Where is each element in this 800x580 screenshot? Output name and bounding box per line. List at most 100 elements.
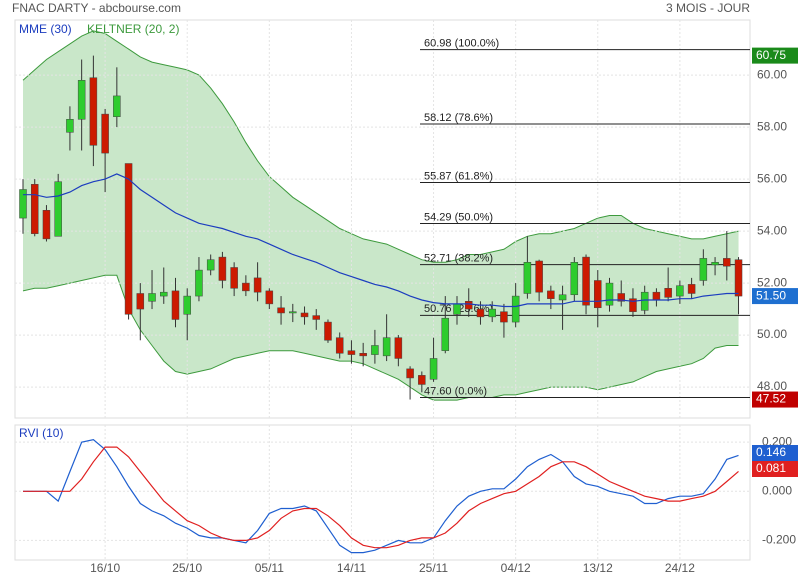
y-tick-label: 60.00: [757, 67, 787, 81]
candle-body: [394, 337, 403, 359]
price-label: 47.52: [756, 392, 786, 406]
fib-label: 60.98 (100.0%): [424, 38, 499, 50]
candle-body: [113, 95, 121, 117]
candle-body: [312, 315, 320, 320]
price-label: 51.50: [756, 288, 786, 302]
candle-body: [359, 353, 367, 357]
candle-body: [441, 317, 450, 351]
candle-body: [66, 119, 74, 133]
y-tick-label: 58.00: [757, 119, 787, 133]
y-tick-label: 56.00: [757, 171, 787, 185]
x-tick-label: 05/11: [255, 561, 284, 575]
y-tick-label: 50.00: [757, 327, 787, 341]
price-label-box: [752, 391, 798, 408]
candle-body: [89, 77, 98, 146]
y-tick-label: 54.00: [757, 223, 787, 237]
candle-body: [464, 301, 473, 310]
candle-body: [195, 269, 203, 297]
candle-body: [300, 312, 309, 318]
candle-body: [582, 256, 590, 306]
candle-body: [476, 308, 485, 318]
candle-body: [230, 267, 238, 289]
candle-body: [289, 311, 297, 314]
candle-body: [371, 345, 379, 355]
candle-body: [406, 368, 414, 379]
mme-line: [23, 173, 739, 308]
candle-body: [429, 358, 438, 380]
candle-body: [253, 277, 262, 293]
rvi-value-box: [752, 445, 798, 461]
y-tick-label: 0.000: [762, 483, 792, 497]
x-tick-label: 16/10: [90, 561, 120, 575]
x-tick-label: 25/11: [419, 561, 448, 575]
rvi-title: RVI (10): [19, 426, 63, 440]
candle-body: [500, 311, 508, 323]
candle-body: [124, 163, 133, 315]
y-tick-label: 52.00: [757, 275, 787, 289]
candle-body: [558, 294, 567, 301]
candle-body: [183, 295, 191, 315]
rvi-value-label: 0.081: [756, 461, 786, 475]
period: 3 MOIS - JOUR: [666, 1, 750, 15]
candle-body: [19, 189, 27, 219]
rvi-value-box: [752, 461, 798, 477]
candle-body: [570, 262, 579, 296]
candle-body: [687, 284, 696, 294]
fib-label: 47.60 (0.0%): [424, 385, 487, 397]
chart-title: FNAC DARTY - abcbourse.com: [12, 1, 181, 15]
price-panel: [14, 19, 751, 419]
price-label: 60.75: [756, 48, 786, 62]
candle-body: [511, 295, 520, 323]
rvi-line: [23, 446, 739, 549]
candle-body: [160, 291, 168, 297]
x-tick-label: 14/11: [337, 561, 366, 575]
candle-body: [617, 293, 625, 302]
candle-body: [101, 113, 109, 154]
candle-body: [265, 290, 274, 305]
candle-body: [30, 184, 39, 234]
candle-body: [453, 303, 461, 315]
rvi-value-label: 0.146: [756, 445, 786, 459]
y-tick-label: -0.200: [762, 533, 796, 547]
candle-body: [42, 210, 51, 240]
candle-body: [277, 307, 285, 314]
y-tick-label: 48.00: [757, 379, 787, 393]
candle-body: [652, 291, 661, 301]
candle-body: [148, 293, 156, 302]
price-label-box: [752, 47, 798, 64]
candle-body: [535, 260, 543, 293]
candle-body: [171, 290, 180, 320]
x-tick-label: 24/12: [665, 561, 695, 575]
candle-body: [324, 321, 332, 341]
price-label-box: [752, 288, 798, 305]
candle-body: [136, 293, 145, 310]
candle-body: [206, 259, 215, 271]
candle-body: [664, 288, 672, 298]
legend-keltner: KELTNER (20, 2): [87, 22, 179, 36]
candle-body: [382, 337, 391, 357]
candle-body: [605, 282, 614, 306]
y-tick-label: 0.200: [762, 434, 792, 448]
keltner-upper: [22, 30, 739, 263]
candle-body: [723, 258, 731, 267]
candle-body: [347, 350, 356, 355]
x-tick-label: 04/12: [501, 561, 531, 575]
candle-body: [699, 258, 708, 281]
candle-body: [242, 282, 250, 292]
candle-body: [488, 308, 496, 318]
rvi-line: [23, 439, 739, 554]
rvi-panel: [14, 424, 751, 561]
fib-label: 54.29 (50.0%): [424, 211, 493, 223]
candle-body: [335, 337, 344, 354]
candle-body: [734, 259, 743, 297]
fib-label: 52.71 (38.2%): [424, 253, 493, 265]
candle-body: [629, 298, 637, 312]
candle-body: [547, 290, 555, 299]
keltner-lower: [22, 274, 739, 401]
x-tick-label: 13/12: [583, 561, 613, 575]
fib-label: 55.87 (61.8%): [424, 170, 493, 182]
candle-body: [218, 256, 227, 281]
candle-body: [676, 285, 684, 297]
